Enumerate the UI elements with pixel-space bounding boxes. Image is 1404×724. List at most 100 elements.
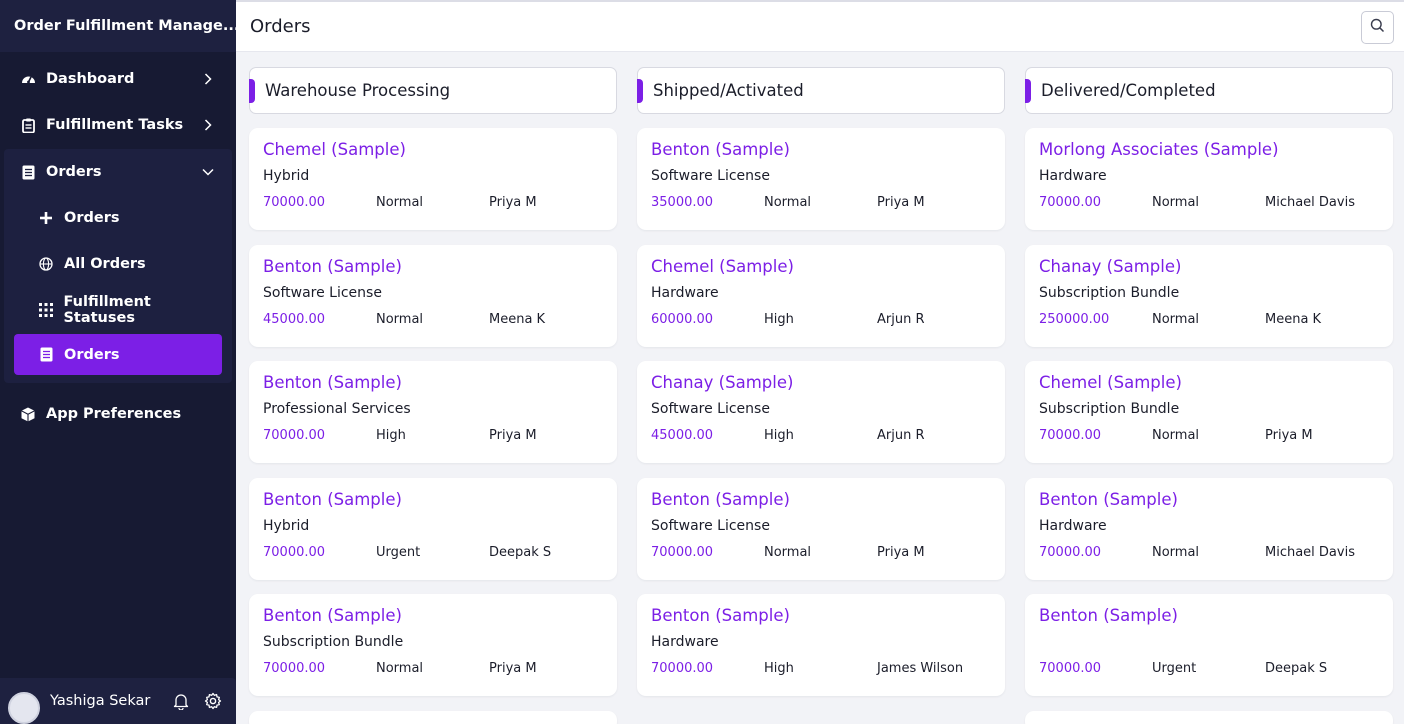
card-title[interactable]: Chemel (Sample) [651,256,794,276]
bell-icon[interactable] [172,692,190,710]
card-amount: 70000.00 [1039,661,1102,676]
card-title[interactable]: Benton (Sample) [1039,606,1178,625]
card-owner: Deepak S [489,544,552,560]
card-meta: 250000.00 Normal Meena K [1039,312,1379,327]
order-card-partial[interactable] [249,710,617,724]
card-amount: 70000.00 [263,195,326,210]
card-priority: Urgent [376,544,421,560]
card-owner: Priya M [877,195,925,210]
sidebar-item-orders[interactable]: Orders [4,149,232,195]
order-card[interactable]: Benton (Sample) Software License 35000.0… [637,128,1005,230]
order-card-partial[interactable] [1025,710,1393,724]
sidebar-item-app-preferences[interactable]: App Preferences [4,391,232,437]
card-title[interactable]: Benton (Sample) [1039,489,1178,509]
card-meta: 45000.00 High Arjun R [651,428,991,443]
card-meta: 70000.00 Normal Priya M [651,545,991,560]
order-card[interactable]: Chemel (Sample) Hardware 60000.00 High A… [637,244,1005,347]
card-owner: Arjun R [877,428,925,443]
card-priority: Normal [764,544,812,560]
sidebar-subitem-orders-active[interactable]: Orders [14,334,222,375]
document-icon [38,347,54,363]
card-amount: 250000.00 [1039,311,1110,327]
card-title[interactable]: Chemel (Sample) [263,140,406,159]
card-meta: 45000.00 Normal Meena K [263,312,603,327]
sidebar-item-dashboard[interactable]: Dashboard [4,56,232,102]
card-title[interactable]: Benton (Sample) [263,373,402,392]
card-title[interactable]: Morlong Associates (Sample) [1039,140,1279,159]
card-title[interactable]: Chanay (Sample) [651,373,794,392]
card-title[interactable]: Benton (Sample) [263,256,402,276]
order-card[interactable]: Benton (Sample) Hybrid 70000.00 Urgent D… [249,477,617,580]
order-card[interactable]: Benton (Sample) Subscription Bundle 7000… [249,594,617,696]
card-owner: James Wilson [877,661,964,676]
kanban-column: Delivered/Completed Morlong Associates (… [1025,67,1393,724]
card-amount: 70000.00 [651,544,714,560]
column-title: Shipped/Activated [653,81,804,100]
card-amount: 70000.00 [263,428,326,443]
card-title[interactable]: Benton (Sample) [263,489,402,509]
sidebar-subitem-orders-new[interactable]: Orders [14,195,222,241]
order-card[interactable]: Morlong Associates (Sample) Hardware 700… [1025,128,1393,230]
card-priority: High [764,661,794,676]
chevron-down-icon [202,166,214,178]
order-card[interactable]: Benton (Sample) Software License 70000.0… [637,477,1005,580]
card-owner: Priya M [877,544,925,560]
sidebar-subitem-label: Orders [64,210,120,226]
card-owner: Michael Davis [1265,195,1355,210]
card-title[interactable]: Benton (Sample) [651,140,790,159]
card-title[interactable]: Benton (Sample) [651,489,790,509]
card-priority: Normal [1152,195,1200,210]
order-card[interactable]: Chemel (Sample) Subscription Bundle 7000… [1025,361,1393,463]
column-title: Warehouse Processing [265,81,451,100]
dashboard-icon [20,71,36,87]
card-priority: Urgent [1152,661,1197,676]
card-title[interactable]: Benton (Sample) [263,606,402,625]
order-card[interactable]: Chemel (Sample) Hybrid 70000.00 Normal P… [249,128,617,230]
cube-icon [20,406,36,422]
order-card[interactable]: Benton (Sample) Software License 45000.0… [249,244,617,347]
card-priority: Normal [376,661,424,676]
plus-icon [38,210,54,226]
card-meta: 70000.00 Urgent Deepak S [263,545,603,560]
card-owner: Arjun R [877,311,925,327]
chevron-right-icon [202,73,214,85]
card-meta: 60000.00 High Arjun R [651,312,991,327]
card-owner: Priya M [489,195,537,210]
gear-icon[interactable] [204,692,222,710]
kanban-board: Warehouse Processing Chemel (Sample) Hyb… [249,67,1404,724]
card-amount: 70000.00 [1039,428,1102,443]
card-title[interactable]: Chemel (Sample) [1039,373,1182,392]
card-type: Subscription Bundle [1039,284,1180,301]
sidebar-subitem-all-orders[interactable]: All Orders [14,241,222,287]
card-amount: 45000.00 [651,428,714,443]
column-header: Warehouse Processing [249,67,617,114]
globe-icon [38,256,54,272]
order-card[interactable]: Benton (Sample) Professional Services 70… [249,361,617,463]
avatar[interactable] [8,692,40,724]
card-amount: 70000.00 [263,661,326,676]
order-card[interactable]: Chanay (Sample) Subscription Bundle 2500… [1025,244,1393,347]
card-priority: Normal [1152,544,1200,560]
order-card[interactable]: Benton (Sample) Hardware 70000.00 High J… [637,594,1005,696]
card-type: Software License [263,284,382,301]
column-header: Delivered/Completed [1025,67,1393,114]
document-icon [20,164,36,180]
card-type: Software License [651,168,770,184]
sidebar-item-fulfillment-tasks[interactable]: Fulfillment Tasks [4,102,232,148]
card-title[interactable]: Chanay (Sample) [1039,256,1182,276]
sidebar-subitem-fulfillment-statuses[interactable]: Fulfillment Statuses [14,287,222,333]
order-card[interactable]: Chanay (Sample) Software License 45000.0… [637,361,1005,463]
card-owner: Deepak S [1265,661,1328,676]
sidebar-item-label: App Preferences [46,406,182,422]
sidebar-item-label: Dashboard [46,71,135,87]
order-card[interactable]: Benton (Sample) 70000.00 Urgent Deepak S [1025,594,1393,696]
card-type [1039,634,1379,652]
order-card[interactable]: Benton (Sample) Hardware 70000.00 Normal… [1025,477,1393,580]
search-button[interactable] [1361,11,1394,44]
kanban-column: Warehouse Processing Chemel (Sample) Hyb… [249,67,617,724]
column-accent [637,79,643,103]
card-title[interactable]: Benton (Sample) [651,606,790,625]
grid-icon [38,302,53,318]
card-amount: 70000.00 [263,544,326,560]
card-type: Hardware [651,284,719,301]
